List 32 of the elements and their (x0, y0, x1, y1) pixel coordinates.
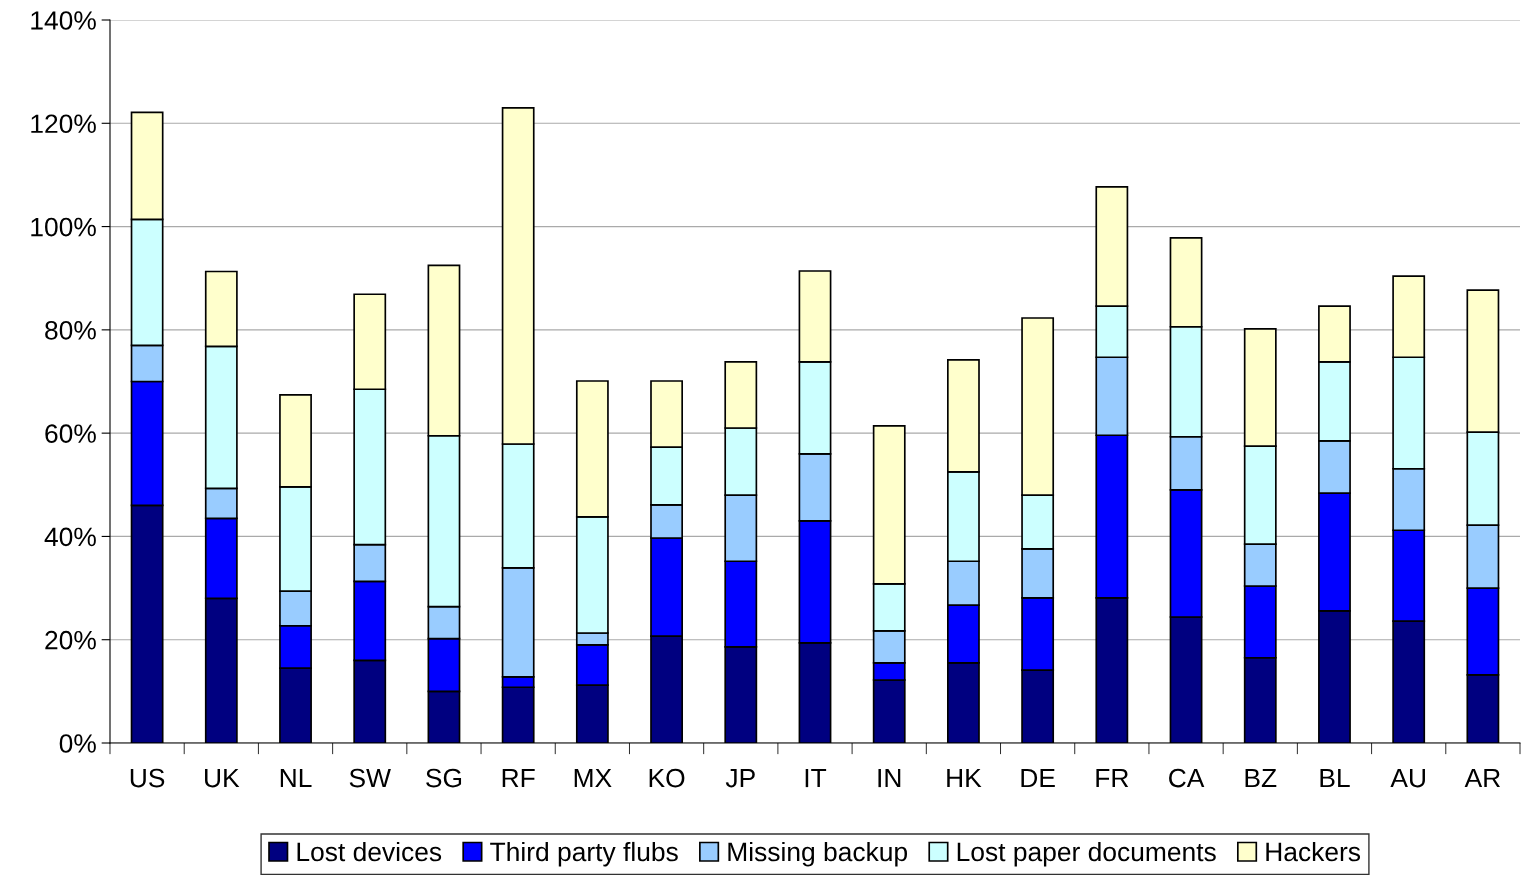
x-tick-label: US (130, 768, 165, 788)
x-tick-label: MX (574, 768, 612, 788)
legend-label: Lost devices (297, 841, 442, 862)
x-tick-label: KO (649, 768, 685, 788)
x-tick-label: NL (280, 768, 312, 788)
x-tick-label: IT (805, 768, 827, 788)
legend-label: Hackers (1266, 841, 1361, 862)
legend-label: Missing backup (728, 841, 908, 867)
y-tick-label: 140% (31, 11, 96, 30)
x-tick-label: AU (1390, 768, 1425, 788)
y-tick-label: 40% (44, 527, 96, 547)
x-tick-label: SW (349, 768, 391, 788)
legend-label: Third party flubs (490, 841, 678, 867)
y-tick-label: 0% (59, 734, 96, 753)
x-tick-label: UK (205, 768, 240, 788)
y-tick-label: 100% (31, 217, 96, 237)
x-tick-label: DE (1021, 768, 1055, 788)
x-tick-label: CA (1169, 768, 1205, 788)
x-tick-label: HK (947, 768, 982, 788)
y-tick-label: 80% (45, 320, 96, 340)
x-tick-label: BZ (1245, 768, 1277, 788)
x-tick-label: IN (878, 768, 901, 788)
legend-label: Lost paper documents (957, 841, 1216, 867)
y-tick-label: 120% (31, 114, 96, 134)
x-tick-label: SG (426, 768, 462, 788)
x-tick-label: JP (725, 768, 755, 788)
y-tick-label: 60% (45, 424, 96, 443)
y-tick-label: 20% (45, 630, 96, 650)
x-tick-label: AR (1464, 768, 1500, 788)
x-tick-label: FR (1096, 768, 1129, 788)
x-tick-label: BL (1320, 768, 1350, 788)
x-tick-label: RF (502, 768, 535, 788)
